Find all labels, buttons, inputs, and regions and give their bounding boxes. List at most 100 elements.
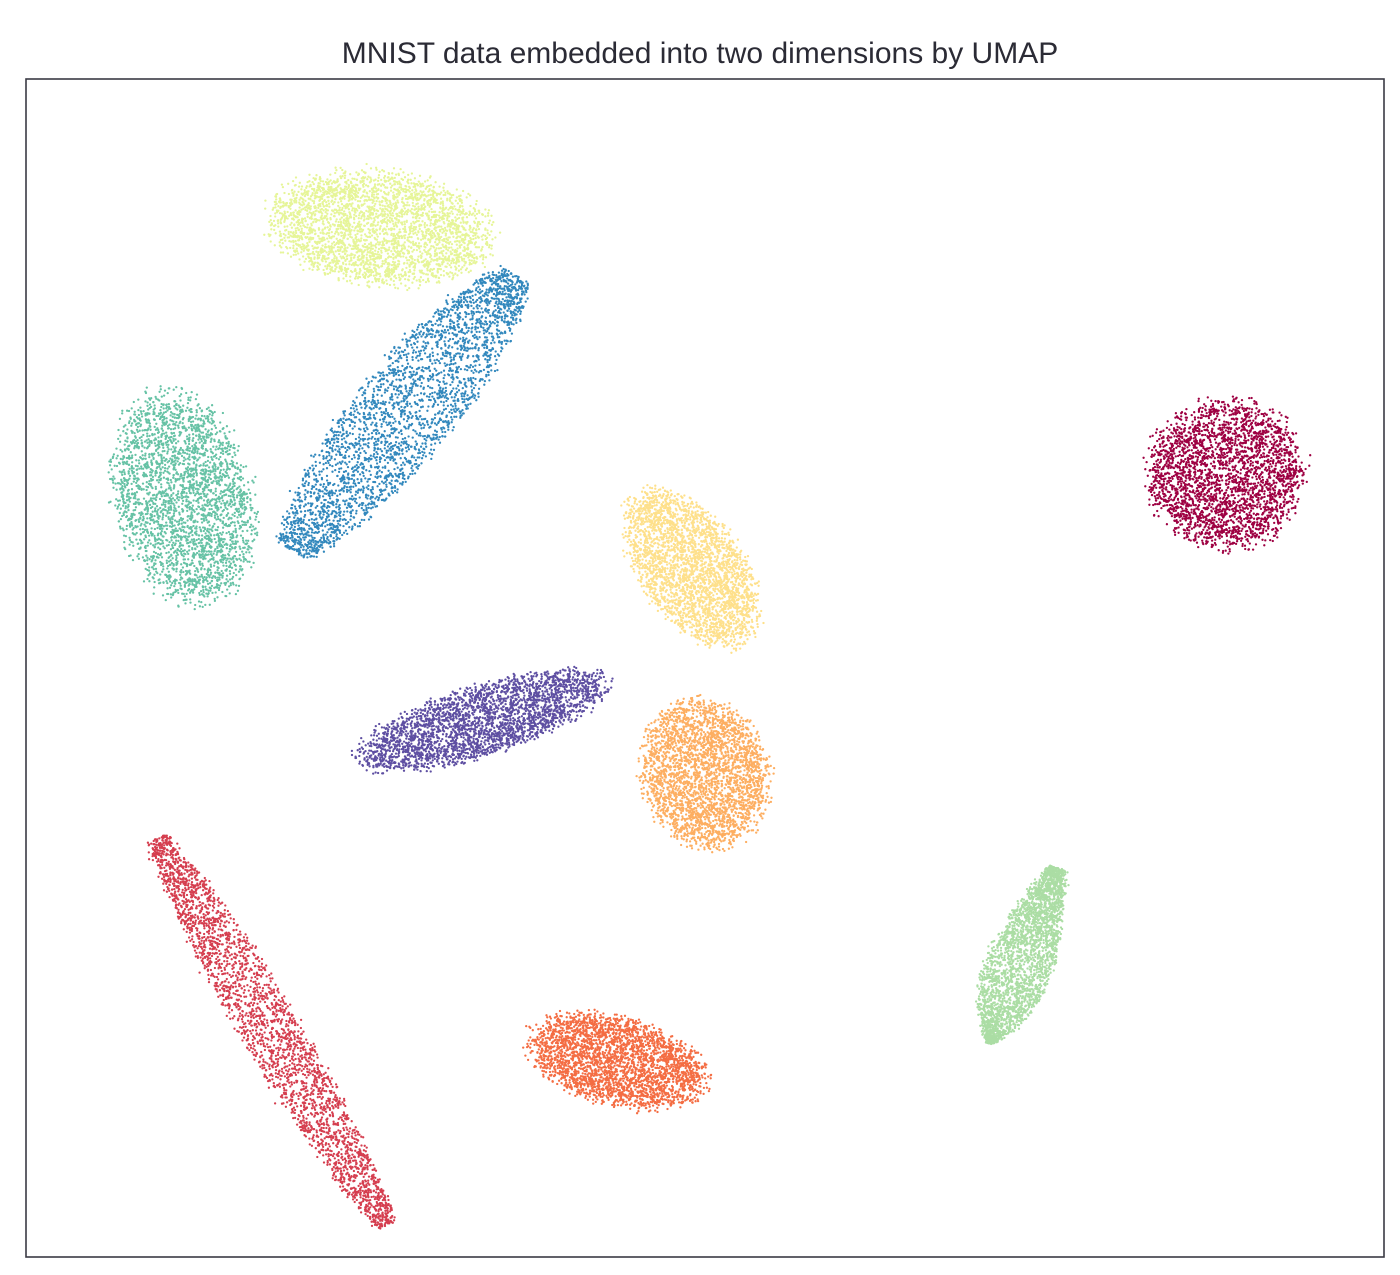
data-point (1244, 476, 1247, 479)
data-point (1179, 435, 1182, 438)
data-point (1263, 508, 1267, 511)
data-point (312, 1059, 316, 1062)
data-point (1275, 462, 1278, 465)
data-point (1212, 473, 1215, 476)
data-point (1176, 497, 1180, 501)
data-point (315, 1131, 318, 1134)
data-point (1150, 486, 1154, 489)
data-point (1175, 501, 1178, 505)
data-point (1282, 496, 1285, 499)
data-point (1224, 549, 1227, 552)
data-point (1174, 527, 1177, 530)
data-point (1287, 508, 1290, 511)
data-point (275, 1047, 278, 1050)
data-point (1261, 538, 1264, 541)
data-point (295, 1081, 298, 1084)
data-point (1249, 459, 1252, 463)
data-point (1165, 462, 1168, 465)
data-point (1225, 496, 1228, 500)
data-point (1235, 470, 1238, 473)
data-point (348, 1130, 351, 1133)
data-point (1237, 453, 1241, 456)
data-point (1150, 455, 1153, 459)
data-point (1209, 462, 1213, 465)
data-point (1153, 453, 1156, 456)
data-point (255, 1010, 258, 1013)
data-point (339, 1103, 342, 1106)
data-point (1188, 439, 1191, 442)
data-point (284, 1083, 287, 1086)
data-point (1190, 484, 1193, 488)
data-point (231, 1017, 234, 1020)
data-point (193, 946, 196, 949)
data-point (1213, 438, 1217, 441)
data-point (1181, 440, 1184, 443)
data-point (1234, 507, 1237, 510)
data-point (1206, 396, 1209, 399)
data-point (388, 1210, 392, 1213)
data-point (1298, 465, 1301, 468)
data-point (1229, 421, 1232, 425)
data-point (1207, 435, 1211, 438)
data-point (266, 1024, 270, 1027)
data-point (283, 1031, 287, 1034)
data-point (161, 873, 165, 876)
data-point (326, 1147, 330, 1150)
data-point (206, 892, 209, 896)
data-point (1202, 422, 1205, 425)
data-point (1261, 513, 1264, 516)
data-point (285, 1019, 288, 1023)
data-point (1207, 422, 1211, 425)
data-point (1187, 474, 1191, 477)
data-point (195, 905, 198, 908)
data-point (1250, 408, 1254, 411)
data-point (1277, 472, 1280, 475)
data-point (328, 1102, 331, 1105)
data-point (1261, 463, 1264, 466)
point-series-0 (1142, 395, 1312, 555)
data-point (200, 879, 204, 883)
data-point (1282, 458, 1286, 461)
data-point (1254, 422, 1257, 425)
data-point (292, 1106, 296, 1109)
data-point (1276, 501, 1279, 504)
data-point (1154, 431, 1158, 434)
data-point (180, 921, 183, 925)
data-point (1218, 503, 1221, 506)
data-point (1243, 428, 1247, 431)
data-point (1204, 433, 1207, 437)
data-point (1273, 450, 1276, 453)
data-point (1173, 507, 1176, 511)
data-point (1274, 508, 1278, 511)
data-point (1184, 465, 1187, 468)
data-point (1228, 547, 1231, 551)
data-point (1187, 431, 1191, 434)
data-point (334, 1103, 337, 1107)
data-point (1246, 540, 1250, 543)
data-point (1173, 435, 1176, 438)
data-point (1263, 462, 1266, 465)
data-point (1265, 431, 1268, 434)
data-point (1231, 432, 1234, 435)
data-point (343, 1139, 346, 1142)
data-point (1266, 424, 1270, 427)
data-point (219, 994, 222, 997)
data-point (1168, 503, 1171, 507)
data-point (1205, 411, 1208, 415)
data-point (1209, 456, 1212, 459)
data-point (1292, 481, 1296, 484)
data-point (1251, 499, 1254, 503)
data-point (344, 1152, 347, 1155)
data-point (1225, 528, 1229, 532)
data-point (1253, 534, 1256, 537)
data-point (1297, 497, 1300, 501)
data-point (279, 1095, 283, 1098)
data-point (356, 1170, 360, 1174)
data-point (320, 1116, 324, 1119)
data-point (305, 1076, 308, 1079)
data-point (1286, 501, 1289, 504)
data-point (1220, 405, 1223, 408)
data-point (1184, 483, 1188, 486)
data-point (1247, 425, 1251, 428)
data-point (1233, 418, 1236, 421)
